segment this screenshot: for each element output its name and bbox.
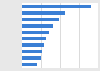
Bar [22, 31, 49, 34]
Bar [22, 56, 41, 60]
Bar [22, 24, 53, 28]
Bar [22, 63, 37, 66]
Bar [22, 50, 42, 53]
Bar [22, 43, 44, 47]
Bar [22, 18, 59, 21]
Bar [22, 5, 91, 8]
Bar [22, 11, 65, 15]
Bar [22, 37, 46, 40]
